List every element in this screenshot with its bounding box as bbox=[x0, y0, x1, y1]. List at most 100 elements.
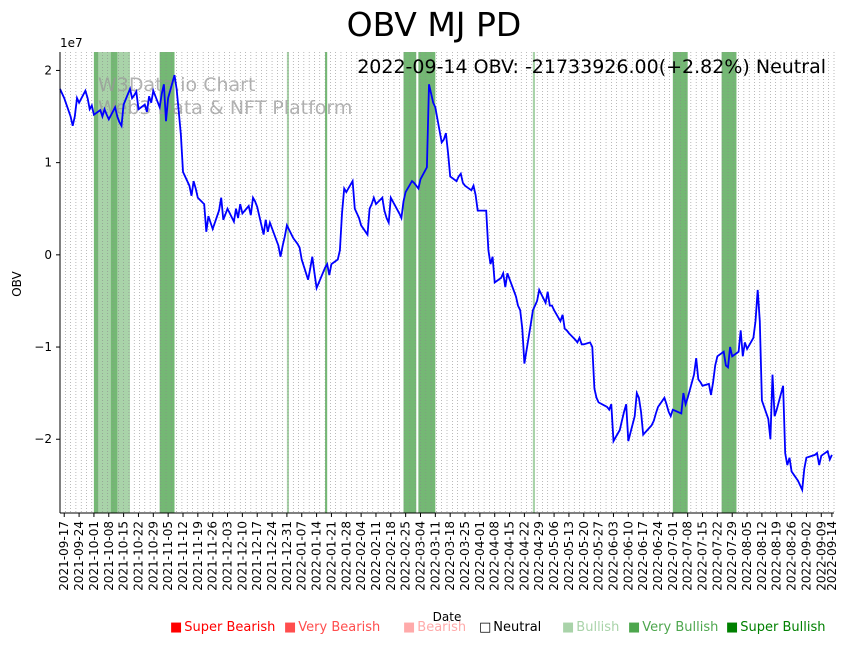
x-tick-label: 2022-06-03 bbox=[607, 521, 621, 591]
x-tick-label: 2022-02-25 bbox=[399, 521, 413, 591]
legend-label: Super Bullish bbox=[740, 620, 826, 635]
x-axis-label: Date bbox=[433, 610, 462, 624]
x-axis-ticks: 2021-09-17 2021-09-24 2021-10-01 2021-10-08… bbox=[57, 513, 839, 591]
legend-label: Bearish bbox=[417, 620, 467, 635]
signal-band-very-bullish bbox=[325, 52, 328, 513]
y-scale-label: 1e7 bbox=[60, 36, 83, 50]
signal-band-very-bullish bbox=[159, 52, 175, 513]
x-tick-label: 2021-12-10 bbox=[235, 521, 249, 591]
x-tick-label: 2022-03-18 bbox=[443, 521, 457, 591]
x-tick-label: 2022-01-07 bbox=[295, 521, 309, 591]
signal-band-very-bullish bbox=[418, 52, 436, 513]
x-tick-label: 2021-10-29 bbox=[146, 521, 160, 591]
legend-label: Bullish bbox=[576, 620, 620, 635]
x-tick-label: 2022-07-08 bbox=[681, 521, 695, 591]
x-tick-label: 2022-04-22 bbox=[517, 521, 531, 591]
x-tick-label: 2021-12-24 bbox=[265, 521, 279, 591]
legend-swatch: ■ bbox=[170, 620, 183, 635]
y-tick-label: 0 bbox=[44, 248, 52, 262]
x-tick-label: 2021-12-31 bbox=[280, 521, 294, 591]
x-tick-label: 2022-07-01 bbox=[666, 521, 680, 591]
watermark-line-2: Web3 Data & NFT Platform bbox=[98, 97, 352, 119]
legend-item-bullish: ■ Bullish bbox=[562, 620, 619, 635]
x-tick-label: 2022-03-25 bbox=[458, 521, 472, 591]
legend-swatch: ■ bbox=[403, 620, 416, 635]
x-tick-label: 2021-12-17 bbox=[250, 521, 264, 591]
x-tick-label: 2021-10-22 bbox=[132, 521, 146, 591]
legend-swatch: ■ bbox=[628, 620, 641, 635]
x-tick-label: 2022-06-10 bbox=[621, 521, 635, 591]
signal-band-very-bullish bbox=[403, 52, 417, 513]
x-tick-label: 2021-09-17 bbox=[57, 521, 71, 591]
x-tick-label: 2022-07-22 bbox=[710, 521, 724, 591]
signal-band-very-bullish bbox=[721, 52, 737, 513]
y-tick-label: 2 bbox=[44, 63, 52, 77]
x-tick-label: 2022-01-28 bbox=[339, 521, 353, 591]
legend-item-neutral: □ Neutral bbox=[479, 620, 541, 635]
legend-item-super-bullish: ■ Super Bullish bbox=[726, 620, 826, 635]
x-tick-label: 2022-05-27 bbox=[592, 521, 606, 591]
legend-item-very-bearish: ■ Very Bearish bbox=[284, 620, 380, 635]
chart-title: OBV MJ PD bbox=[347, 5, 522, 44]
x-tick-label: 2022-09-09 bbox=[814, 521, 828, 591]
x-tick-label: 2021-10-08 bbox=[102, 521, 116, 591]
x-tick-label: 2022-06-24 bbox=[651, 521, 665, 591]
legend-label: Super Bearish bbox=[184, 620, 276, 635]
x-tick-label: 2022-09-02 bbox=[799, 521, 813, 591]
x-tick-label: 2022-06-17 bbox=[636, 521, 650, 591]
signal-band-very-bullish bbox=[110, 52, 118, 513]
x-tick-label: 2022-09-14 bbox=[825, 521, 839, 591]
y-tick-label: −1 bbox=[34, 340, 52, 354]
legend-swatch: □ bbox=[479, 620, 492, 635]
x-tick-label: 2022-08-12 bbox=[755, 521, 769, 591]
x-tick-label: 2022-04-15 bbox=[503, 521, 517, 591]
x-tick-label: 2022-08-19 bbox=[770, 521, 784, 591]
x-tick-label: 2021-11-05 bbox=[161, 521, 175, 591]
x-tick-label: 2022-03-04 bbox=[414, 521, 428, 591]
obv-series-line bbox=[59, 74, 833, 494]
x-tick-label: 2022-02-11 bbox=[369, 521, 383, 591]
x-tick-label: 2022-05-06 bbox=[547, 521, 561, 591]
x-tick-label: 2022-05-20 bbox=[577, 521, 591, 591]
x-tick-label: 2021-11-26 bbox=[206, 521, 220, 591]
x-tick-label: 2022-08-26 bbox=[785, 521, 799, 591]
y-axis-label: OBV bbox=[10, 270, 24, 296]
vertical-grid bbox=[59, 52, 835, 513]
latest-value-annotation: 2022-09-14 OBV: -21733926.00(+2.82%) Neu… bbox=[357, 56, 826, 78]
x-tick-label: 2022-05-13 bbox=[562, 521, 576, 591]
legend-swatch: ■ bbox=[726, 620, 739, 635]
x-tick-label: 2021-12-03 bbox=[221, 521, 235, 591]
legend-label: Neutral bbox=[493, 620, 542, 635]
signal-band-very-bullish bbox=[93, 52, 99, 513]
legend-label: Very Bearish bbox=[298, 620, 381, 635]
legend-item-super-bearish: ■ Super Bearish bbox=[170, 620, 275, 635]
x-tick-label: 2022-04-29 bbox=[532, 521, 546, 591]
x-tick-label: 2021-11-12 bbox=[176, 521, 190, 591]
x-tick-label: 2021-10-01 bbox=[87, 521, 101, 591]
x-tick-label: 2021-11-19 bbox=[191, 521, 205, 591]
y-tick-label: 1 bbox=[44, 156, 52, 170]
x-tick-label: 2022-07-15 bbox=[696, 521, 710, 591]
signal-band-bullish bbox=[286, 52, 290, 513]
x-tick-label: 2022-02-04 bbox=[354, 521, 368, 591]
x-tick-label: 2022-08-05 bbox=[740, 521, 754, 591]
x-tick-label: 2021-09-24 bbox=[72, 521, 86, 591]
x-tick-label: 2022-04-08 bbox=[488, 521, 502, 591]
x-tick-label: 2022-04-01 bbox=[473, 521, 487, 591]
x-tick-label: 2022-01-14 bbox=[310, 521, 324, 591]
x-tick-label: 2022-02-18 bbox=[384, 521, 398, 591]
legend-item-very-bullish: ■ Very Bullish bbox=[628, 620, 718, 635]
axes bbox=[59, 52, 834, 514]
x-tick-label: 2022-07-29 bbox=[725, 521, 739, 591]
signal-band-bullish bbox=[532, 52, 536, 513]
x-tick-label: 2022-03-11 bbox=[428, 521, 442, 591]
y-axis-ticks: 2 1 0 −1 −2 bbox=[34, 63, 60, 446]
legend-label: Very Bullish bbox=[642, 620, 719, 635]
x-tick-label: 2021-10-15 bbox=[117, 521, 131, 591]
x-tick-label: 2022-01-21 bbox=[324, 521, 338, 591]
y-tick-label: −2 bbox=[34, 432, 52, 446]
legend-swatch: ■ bbox=[562, 620, 575, 635]
legend-item-bearish: ■ Bearish bbox=[403, 620, 466, 635]
legend-swatch: ■ bbox=[284, 620, 297, 635]
